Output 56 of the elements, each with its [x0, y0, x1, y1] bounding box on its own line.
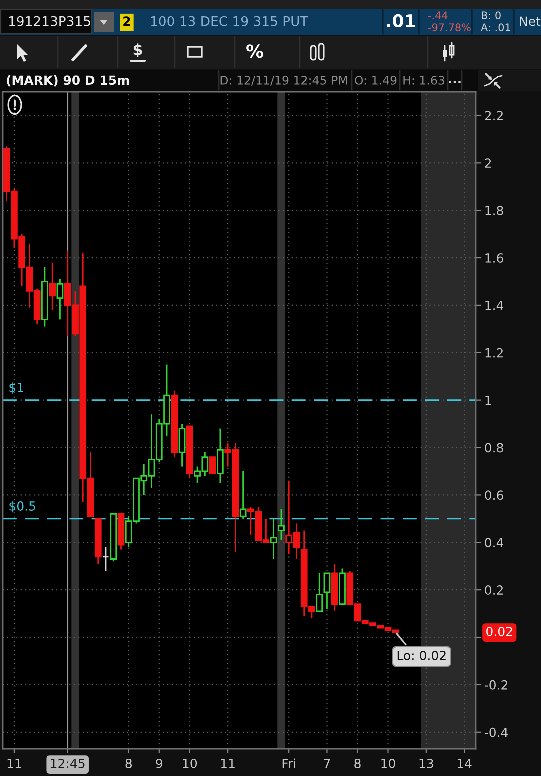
y-tick-label: 0.2: [485, 586, 503, 596]
candlestick: [178, 423, 186, 468]
candlestick: [240, 470, 247, 520]
y-tick-label: 1.4: [486, 301, 504, 310]
y-tick-label: -0.2: [484, 680, 508, 690]
candlestick: [270, 518, 278, 560]
y-tick-label: -0.4: [484, 728, 508, 738]
x-tick-label: 12:45: [51, 758, 85, 768]
candlestick: [278, 508, 285, 541]
text: %: [246, 44, 264, 58]
text: .01: [387, 14, 416, 28]
x-tick-label: 7: [324, 759, 330, 768]
text: 2: [124, 16, 130, 26]
text: ...: [449, 81, 461, 84]
x-tick-label: 10: [183, 758, 198, 768]
candlestick: [316, 572, 324, 612]
x-tick-label: 14: [458, 759, 472, 768]
y-tick-label: 0.8: [485, 443, 504, 453]
x-tick-label: 9: [156, 758, 162, 768]
text: 191213P315: [9, 16, 90, 26]
text: Net: [520, 16, 541, 26]
ref-line-label: $1: [10, 382, 24, 394]
candlestick: [209, 456, 216, 475]
annotation: Lo: 0.02: [398, 650, 446, 660]
chart-subtitle: 100 13 DEC 19 315 PUT: [151, 16, 308, 26]
candlestick: [56, 278, 64, 320]
x-tick-label: 10: [382, 758, 396, 768]
x-tick-label: 11: [221, 759, 235, 768]
y-tick-label: 1.6: [486, 254, 504, 263]
text: $: [134, 44, 142, 58]
y-tick-label: 1.8: [486, 206, 504, 216]
text: 0.02: [486, 626, 512, 636]
text: D: 12/11/19 12:45 PM: [220, 76, 348, 86]
y-tick-label: 2: [485, 158, 492, 168]
y-tick-label: 0.4: [485, 538, 504, 548]
x-tick-label: 8: [354, 758, 361, 768]
x-tick-label: 8: [126, 758, 132, 768]
x-tick-label: 13: [420, 758, 434, 768]
ref-line-label: $0.5: [10, 501, 36, 513]
chart-title: (MARK) 90 D 15m: [7, 75, 130, 87]
text: A: .01: [481, 24, 510, 32]
y-tick-label: 2.2: [485, 111, 503, 120]
text: -.44: [428, 12, 448, 20]
y-tick-label: 1: [486, 396, 492, 406]
text: B: 0: [482, 12, 501, 20]
candlestick: [324, 572, 331, 610]
y-tick-label: 1.2: [486, 348, 503, 358]
candlestick: [102, 546, 110, 572]
x-tick-label: Fri: [282, 758, 296, 768]
candlestick: [49, 262, 56, 311]
text: H: 1.63: [404, 76, 444, 85]
y-tick-label: 0.6: [485, 490, 504, 500]
text: O: 1.49: [355, 76, 397, 85]
text: -97.78%: [428, 24, 471, 32]
x-tick-label: 11: [8, 759, 22, 768]
candlestick: [216, 428, 224, 484]
